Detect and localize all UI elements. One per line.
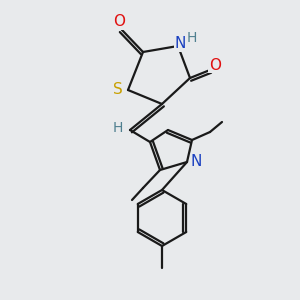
Text: O: O <box>113 14 125 29</box>
Text: O: O <box>209 58 221 73</box>
Text: H: H <box>187 31 197 45</box>
Text: S: S <box>113 82 123 98</box>
Text: H: H <box>113 121 123 135</box>
Text: N: N <box>174 37 186 52</box>
Text: N: N <box>190 154 202 169</box>
